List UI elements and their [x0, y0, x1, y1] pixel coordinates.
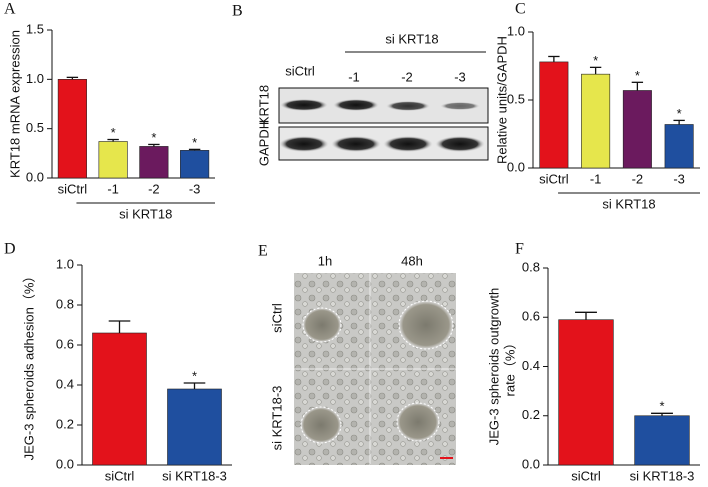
bar — [180, 150, 210, 179]
bar — [664, 124, 694, 169]
y-tick-label: 0.8 — [56, 296, 74, 311]
y-axis-label: JEG-3 spheroids adhesion（%） — [21, 270, 36, 461]
y-tick-label: 0.2 — [522, 407, 540, 422]
y-tick-label: 1.0 — [26, 71, 44, 86]
row-label: si KRT18-3 — [269, 386, 284, 451]
blot-band — [440, 102, 480, 110]
y-axis-label: Relative units/GAPDH — [494, 36, 509, 164]
blot-band — [386, 101, 430, 111]
spheroid — [398, 300, 454, 350]
y-axis-label: KRT18 mRNA expression — [7, 30, 22, 178]
x-tick-label: siCtrl — [571, 468, 601, 483]
panel-letter: A — [4, 1, 16, 18]
blot-band — [279, 136, 329, 152]
group-label: si KRT18 — [119, 206, 172, 221]
x-tick-label: siCtrl — [105, 468, 135, 483]
bar — [167, 388, 222, 466]
y-tick-label: 0.0 — [522, 456, 540, 471]
blot-band — [280, 99, 328, 111]
group-label: si KRT18 — [385, 31, 438, 46]
bar — [634, 415, 690, 466]
bar — [558, 319, 614, 466]
significance-label: * — [111, 125, 116, 140]
blot-band — [435, 136, 485, 152]
y-axis-label: rate（%） — [502, 337, 517, 397]
row-label: KRT18 — [256, 85, 271, 125]
bar — [92, 332, 147, 466]
significance-label: * — [151, 130, 156, 145]
panel-letter: D — [4, 241, 16, 258]
x-tick-label: -1 — [107, 181, 119, 196]
row-label: GAPDH — [256, 120, 271, 166]
column-label: 48h — [401, 253, 423, 268]
panel-letter: E — [258, 243, 268, 260]
y-tick-label: 0.8 — [522, 259, 540, 274]
y-tick-label: 0.6 — [522, 309, 540, 324]
panel-letter: C — [515, 1, 526, 18]
blot-band — [383, 136, 433, 152]
y-tick-label: 1.5 — [26, 21, 44, 36]
micrograph-panel: E 1h 48h siCtrl si KRT18-3 — [258, 243, 456, 465]
y-axis-label: JEG-3 spheroids outgrowth — [486, 288, 501, 446]
y-tick-label: 0.2 — [56, 416, 74, 431]
lane-label: siCtrl — [285, 63, 315, 78]
blot-band — [331, 136, 381, 152]
y-tick-label: 1.0 — [56, 256, 74, 271]
bar — [539, 61, 569, 169]
bar — [98, 141, 128, 179]
x-tick-label: -2 — [632, 171, 644, 186]
bar — [622, 90, 652, 169]
x-tick-label: -2 — [148, 181, 160, 196]
lane-label: -1 — [348, 69, 360, 84]
y-tick-label: 0.0 — [26, 169, 44, 184]
bar — [57, 79, 87, 179]
panel-letter: B — [232, 3, 243, 20]
x-tick-label: -1 — [590, 171, 602, 186]
blot-panel: B siCtrl si KRT18 -1 -2 -3 KRT18 GAPDH — [232, 3, 489, 166]
panel-letter: F — [515, 241, 524, 258]
y-tick-label: 0.0 — [507, 159, 525, 174]
x-tick-label: siCtrl — [58, 181, 88, 196]
significance-label: * — [192, 135, 197, 150]
y-tick-label: 0.4 — [56, 376, 74, 391]
lane-label: -3 — [454, 69, 466, 84]
blot-band — [333, 99, 379, 111]
y-tick-label: 0.4 — [522, 358, 540, 373]
significance-label: * — [192, 368, 197, 383]
y-tick-label: 0.0 — [56, 456, 74, 471]
lane-label: -2 — [401, 69, 413, 84]
group-label: si KRT18 — [602, 196, 655, 211]
significance-label: * — [677, 106, 682, 121]
significance-label: * — [659, 399, 664, 414]
bar — [581, 73, 611, 169]
spheroid — [300, 406, 342, 444]
y-tick-label: 0.5 — [26, 120, 44, 135]
y-tick-label: 0.5 — [507, 91, 525, 106]
y-tick-label: 1.0 — [507, 23, 525, 38]
x-tick-label: -3 — [673, 171, 685, 186]
spheroid — [302, 307, 342, 343]
x-tick-label: si KRT18-3 — [630, 468, 695, 483]
x-tick-label: -3 — [189, 181, 201, 196]
significance-label: * — [593, 53, 598, 68]
x-tick-label: siCtrl — [539, 171, 569, 186]
bar — [139, 146, 169, 179]
column-label: 1h — [318, 253, 332, 268]
spheroid — [396, 402, 440, 442]
row-label: siCtrl — [269, 303, 284, 333]
y-tick-label: 0.6 — [56, 336, 74, 351]
significance-label: * — [635, 68, 640, 83]
x-tick-label: si KRT18-3 — [162, 468, 227, 483]
